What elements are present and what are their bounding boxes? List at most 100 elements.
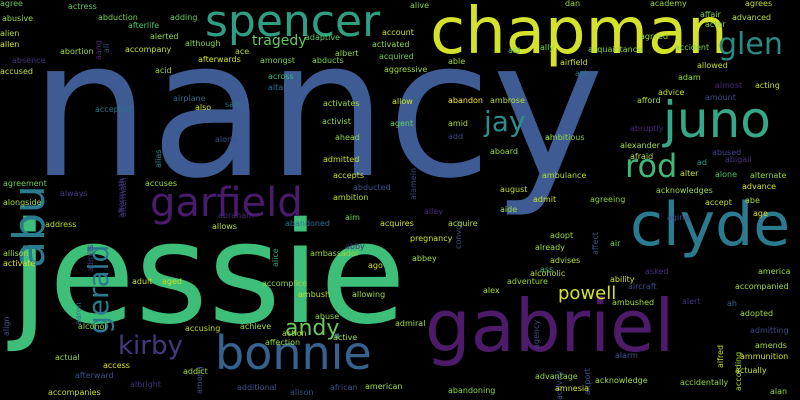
word-ammunition: ammunition [740, 352, 789, 361]
word-admit: admit [533, 195, 557, 204]
word-alive: alive [410, 1, 430, 10]
word-accompanies: accompanies [48, 388, 101, 397]
word-afterlife: afterlife [128, 21, 160, 30]
word-activates: activates [323, 99, 360, 108]
word-adult: adult [132, 277, 153, 286]
word-acquaintance: acquaintance [588, 45, 643, 54]
word-abuse: abuse [315, 312, 340, 321]
word-abraham: abraham [218, 211, 254, 220]
word-alien: alien [0, 29, 20, 38]
word-alter: alter [680, 169, 699, 178]
word-alice: alice [271, 248, 280, 267]
word-agreeing: agreeing [590, 195, 626, 204]
word-accident: accident [675, 43, 710, 52]
word-activated: activated [372, 40, 410, 49]
word-chapman: chapman [430, 0, 728, 69]
word-ambushed: ambushed [612, 298, 655, 307]
word-admitted: admitted [323, 155, 360, 164]
word-accepts: accepts [333, 171, 365, 180]
word-ago: ago [368, 261, 383, 270]
word-advises: advises [550, 256, 581, 265]
word-afterwards: afterwards [198, 55, 241, 64]
word-aircraft: aircraft [628, 282, 657, 291]
word-agrees: agrees [745, 0, 773, 8]
word-across: across [268, 72, 294, 81]
word-abducted: abducted [353, 183, 391, 192]
word-academy: academy [650, 0, 687, 8]
word-ahead: ahead [335, 133, 360, 142]
word-active: active [333, 333, 358, 342]
word-act: act [575, 69, 588, 78]
word-altar: altar [268, 83, 287, 92]
word-address: address [45, 220, 77, 229]
word-activist: activist [322, 117, 351, 126]
word-ad: ad [697, 158, 707, 167]
word-ally: ally [540, 43, 555, 52]
word-abducts: abducts [312, 56, 344, 65]
word-admitting: admitting [750, 326, 789, 335]
word-ambulance: ambulance [542, 171, 587, 180]
word-abusive: abusive [2, 14, 34, 23]
word-accuses: accuses [145, 179, 178, 188]
word-abandon: abandon [448, 96, 483, 105]
word-affect: affect [591, 232, 600, 255]
word-alternate: alternate [750, 171, 787, 180]
word-accompanied: accompanied [735, 282, 789, 291]
word-aftermath: aftermath [119, 177, 128, 217]
word-affection: affection [265, 338, 301, 347]
word-aged: aged [162, 277, 182, 286]
word-alcoholic: alcoholic [530, 269, 566, 278]
word-activate: activate [3, 259, 36, 268]
word-amongst: amongst [260, 56, 296, 65]
word-accept: accept [705, 198, 732, 207]
word-along: along [215, 135, 238, 144]
word-accusing: accusing [185, 324, 221, 333]
word-nancy: nancy [30, 0, 605, 220]
word-alcohol: alcohol [78, 322, 107, 331]
word-addict: addict [183, 367, 208, 376]
word-amount: amount [705, 93, 736, 102]
word-bonnie: bonnie [215, 326, 372, 380]
word-rod: rod [625, 147, 678, 185]
word-allison: allison [3, 249, 29, 258]
word-alison: alison [290, 388, 314, 397]
word-albright: albright [130, 380, 161, 389]
word-ah: ah [727, 299, 737, 308]
word-acknowledges: acknowledges [656, 186, 713, 195]
word-acquires: acquires [380, 219, 414, 228]
word-achieve: achieve [240, 322, 272, 331]
word-afraid: afraid [630, 152, 654, 161]
word-agency: agency [532, 319, 541, 349]
word-abandoning: abandoning [448, 386, 496, 395]
word-allows: allows [212, 222, 237, 231]
word-acquire: acquire [448, 219, 478, 228]
word-ali: ali [102, 43, 111, 53]
word-accompany: accompany [125, 45, 172, 54]
word-alarm: alarm [615, 351, 638, 360]
word-jessie: jessie [10, 193, 406, 356]
word-admiral: admiral [395, 319, 426, 328]
word-alan: alan [770, 387, 788, 396]
word-ass: ass [540, 265, 554, 274]
word-al: al [545, 133, 553, 142]
word-abe: abe [745, 196, 760, 205]
word-aboard: aboard [490, 147, 519, 156]
word-alias: alias [154, 149, 163, 168]
word-ambition: ambition [333, 193, 369, 202]
word-acting: acting [755, 81, 780, 90]
word-almost: almost [715, 81, 743, 90]
word-spencer: spencer [205, 0, 381, 47]
word-amid: amid [448, 119, 468, 128]
word-aging: aging [667, 213, 690, 222]
word-aim: aim [345, 213, 360, 222]
word-alert: alert [682, 297, 701, 306]
word-alex: alex [483, 286, 500, 295]
word-jay: jay [484, 105, 526, 138]
word-adding: adding [170, 13, 198, 22]
word-agreed: agreed [640, 32, 669, 41]
word-agreement: agreement [3, 179, 47, 188]
word-account: account [382, 28, 414, 37]
word-alongside: alongside [3, 198, 42, 207]
word-american: american [365, 382, 403, 391]
word-pregnancy: pregnancy [410, 234, 453, 243]
